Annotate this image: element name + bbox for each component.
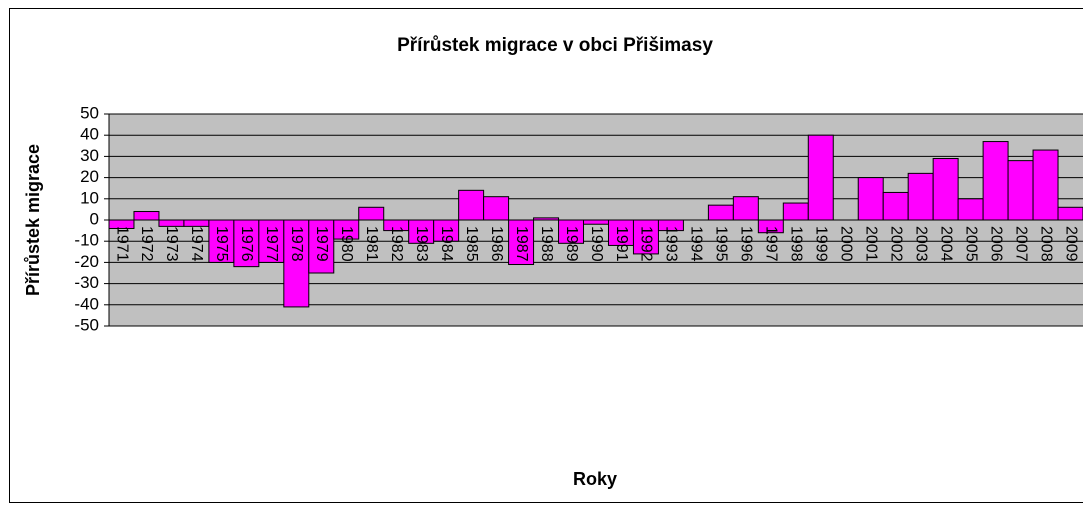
y-tick-label: -30 (74, 273, 99, 292)
y-tick-label: 10 (80, 188, 99, 207)
x-tick-label: 2007 (1012, 226, 1029, 262)
x-tick-label: 2001 (862, 226, 879, 262)
bar (283, 219, 310, 308)
x-tick-label: 2004 (937, 226, 954, 262)
x-tick-label: 1972 (138, 226, 155, 262)
bar (308, 219, 335, 274)
bar (558, 219, 585, 244)
bar (882, 191, 909, 221)
bar (757, 219, 784, 234)
x-tick-label: 1974 (188, 226, 205, 262)
x-tick-label: 1982 (388, 226, 405, 262)
x-tick-label: 1994 (688, 226, 705, 262)
bar (782, 202, 809, 221)
bar (907, 172, 934, 221)
bar (108, 219, 135, 229)
x-tick-label: 1995 (713, 226, 730, 262)
y-tick-label: -10 (74, 231, 99, 250)
bar (1007, 160, 1034, 221)
bar (233, 219, 260, 268)
x-tick-label: 1998 (788, 226, 805, 262)
bar (258, 219, 285, 263)
x-tick-label: 1983 (413, 226, 430, 262)
x-tick-label: 1988 (538, 226, 555, 262)
y-tick-label: 40 (80, 125, 99, 144)
y-tick-label: 30 (80, 146, 99, 165)
bar (1057, 206, 1083, 221)
x-tick-label: 2000 (838, 226, 855, 262)
x-tick-label: 1971 (113, 226, 130, 262)
y-tick-label: -20 (74, 252, 99, 271)
bar (732, 196, 759, 221)
bar (508, 219, 535, 266)
x-tick-label: 1990 (588, 226, 605, 262)
x-tick-label: 1973 (163, 226, 180, 262)
x-tick-label: 1993 (663, 226, 680, 262)
bar (333, 219, 360, 240)
x-tick-label: 2009 (1062, 226, 1079, 262)
y-tick-label: -40 (74, 294, 99, 313)
x-tick-label: 1976 (238, 226, 255, 262)
y-tick-label: -50 (74, 315, 99, 334)
bar (1032, 149, 1059, 221)
bar (932, 158, 959, 221)
bar (208, 219, 235, 263)
x-tick-label: 1986 (488, 226, 505, 262)
bar (982, 141, 1009, 221)
x-tick-label: 1996 (738, 226, 755, 262)
x-tick-label: 1981 (363, 226, 380, 262)
bar (483, 196, 510, 221)
bar (433, 219, 460, 242)
x-tick-label: 2006 (987, 226, 1004, 262)
x-tick-label: 1980 (338, 226, 355, 262)
bar (632, 219, 659, 255)
x-tick-label: 1999 (813, 226, 830, 262)
x-tick-label: 1978 (288, 226, 305, 262)
x-tick-label: 1977 (263, 226, 280, 262)
x-tick-label: 1987 (513, 226, 530, 262)
bar (657, 219, 684, 232)
bar (133, 211, 160, 221)
x-tick-label: 1997 (763, 226, 780, 262)
bar (707, 204, 734, 221)
x-tick-label: 1989 (563, 226, 580, 262)
bar (533, 217, 560, 221)
bar (957, 198, 984, 221)
x-tick-label: 1975 (213, 226, 230, 262)
x-tick-label: 2005 (962, 226, 979, 262)
x-tick-label: 1985 (463, 226, 480, 262)
y-tick-label: 20 (80, 167, 99, 186)
y-tick-label: 0 (90, 209, 99, 228)
x-tick-label: 1984 (438, 226, 455, 262)
bar (807, 134, 834, 221)
chart-title: Přírůstek migrace v obci Přišimasy (397, 35, 713, 56)
bar (458, 189, 485, 221)
y-axis-label: Přírůstek migrace (23, 144, 43, 296)
x-tick-label: 1992 (638, 226, 655, 262)
bar (857, 177, 884, 221)
x-tick-label: 2003 (912, 226, 929, 262)
bar (358, 206, 385, 221)
x-tick-label: 1979 (313, 226, 330, 262)
x-axis-label: Roky (573, 469, 617, 489)
x-tick-label: 2008 (1037, 226, 1054, 262)
x-tick-label: 2002 (887, 226, 904, 262)
y-tick-label: 50 (80, 103, 99, 122)
x-tick-label: 1991 (613, 226, 630, 262)
bar (583, 219, 609, 225)
